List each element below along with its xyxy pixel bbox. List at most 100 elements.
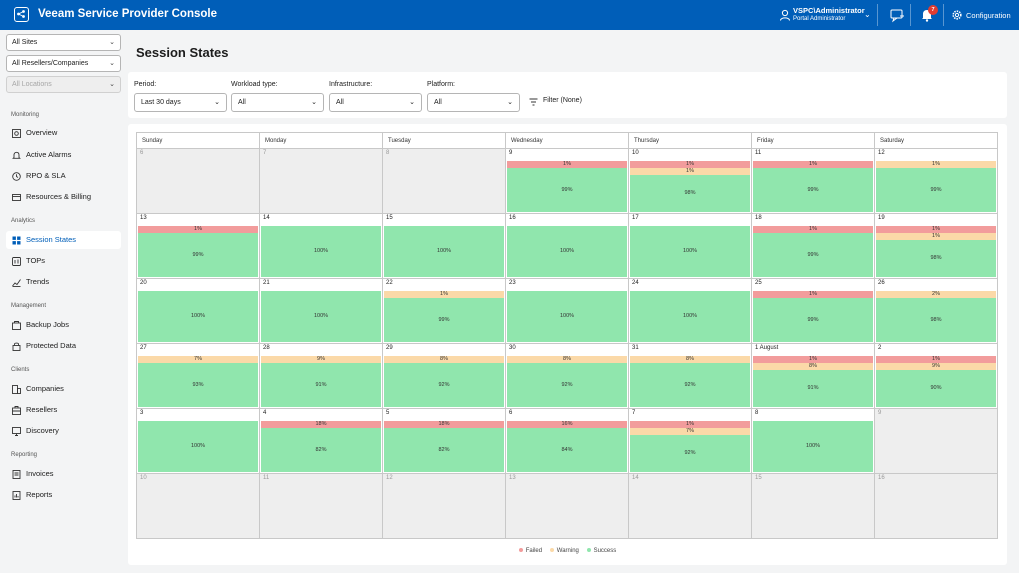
success-bar[interactable]: 99%: [753, 168, 873, 212]
success-bar[interactable]: 84%: [507, 428, 627, 472]
period-select[interactable]: Last 30 days ⌄: [134, 93, 227, 112]
calendar-day-cell[interactable]: 22 1% 99%: [383, 279, 506, 344]
warning-bar[interactable]: 9%: [261, 356, 381, 363]
messages-icon[interactable]: [889, 7, 905, 23]
sidebar-item-companies[interactable]: Companies: [6, 380, 121, 398]
sidebar-item-discovery[interactable]: Discovery: [6, 422, 121, 440]
success-bar[interactable]: 92%: [384, 363, 504, 407]
sidebar-item-invoices[interactable]: Invoices: [6, 465, 121, 483]
success-bar[interactable]: 100%: [261, 226, 381, 277]
filter-icon[interactable]: [529, 98, 538, 106]
sidebar-item-trends[interactable]: Trends: [6, 273, 121, 291]
calendar-day-cell[interactable]: 11 1% 99%: [752, 149, 875, 214]
success-bar[interactable]: 99%: [384, 298, 504, 342]
sidebar-item-tops[interactable]: TOPs: [6, 252, 121, 270]
calendar-day-cell[interactable]: 21 100%: [260, 279, 383, 344]
success-bar[interactable]: 99%: [753, 233, 873, 277]
calendar-day-cell[interactable]: 25 1% 99%: [752, 279, 875, 344]
success-bar[interactable]: 98%: [876, 240, 996, 277]
success-bar[interactable]: 100%: [507, 291, 627, 342]
calendar-day-cell[interactable]: 18 1% 99%: [752, 214, 875, 279]
calendar-day-cell[interactable]: 31 8% 92%: [629, 344, 752, 409]
success-bar[interactable]: 100%: [138, 421, 258, 472]
calendar-day-cell[interactable]: 28 9% 91%: [260, 344, 383, 409]
failed-bar[interactable]: 1%: [753, 291, 873, 298]
configuration-link[interactable]: Configuration: [966, 11, 1011, 20]
sidebar-item-session-states[interactable]: Session States: [6, 231, 121, 249]
success-bar[interactable]: 99%: [876, 168, 996, 212]
user-icon[interactable]: [779, 9, 791, 21]
warning-bar[interactable]: 9%: [876, 363, 996, 370]
warning-bar[interactable]: 7%: [630, 428, 750, 435]
calendar-day-cell[interactable]: 7 1% 7% 92%: [629, 409, 752, 474]
failed-bar[interactable]: 18%: [261, 421, 381, 428]
sidebar-item-resellers[interactable]: Resellers: [6, 401, 121, 419]
sidebar-item-reports[interactable]: Reports: [6, 486, 121, 504]
filter-button[interactable]: Filter (None): [543, 97, 582, 104]
calendar-day-cell[interactable]: 30 8% 92%: [506, 344, 629, 409]
failed-bar[interactable]: 1%: [630, 421, 750, 428]
calendar-day-cell[interactable]: 1 August 1% 8% 91%: [752, 344, 875, 409]
calendar-day-cell[interactable]: 13 1% 99%: [137, 214, 260, 279]
success-bar[interactable]: 93%: [138, 363, 258, 407]
failed-bar[interactable]: 1%: [753, 356, 873, 363]
sidebar-item-backup-jobs[interactable]: Backup Jobs: [6, 316, 121, 334]
sidebar-item-protected-data[interactable]: Protected Data: [6, 337, 121, 355]
success-bar[interactable]: 99%: [507, 168, 627, 212]
sidebar-item-active-alarms[interactable]: Active Alarms: [6, 146, 121, 164]
failed-bar[interactable]: 1%: [507, 161, 627, 168]
failed-bar[interactable]: 1%: [138, 226, 258, 233]
failed-bar[interactable]: 1%: [753, 161, 873, 168]
calendar-day-cell[interactable]: 20 100%: [137, 279, 260, 344]
success-bar[interactable]: 98%: [876, 298, 996, 342]
infrastructure-select[interactable]: All ⌄: [329, 93, 422, 112]
calendar-day-cell[interactable]: 9 1% 99%: [506, 149, 629, 214]
warning-bar[interactable]: 2%: [876, 291, 996, 298]
success-bar[interactable]: 91%: [753, 370, 873, 407]
failed-bar[interactable]: 1%: [876, 226, 996, 233]
warning-bar[interactable]: 1%: [876, 161, 996, 168]
calendar-day-cell[interactable]: 16 100%: [506, 214, 629, 279]
warning-bar[interactable]: 1%: [876, 233, 996, 240]
warning-bar[interactable]: 8%: [753, 363, 873, 370]
calendar-day-cell[interactable]: 10 1% 1% 98%: [629, 149, 752, 214]
calendar-day-cell[interactable]: 8 100%: [752, 409, 875, 474]
success-bar[interactable]: 100%: [138, 291, 258, 342]
sidebar-item-rpo-sla[interactable]: RPO & SLA: [6, 167, 121, 185]
platform-select[interactable]: All ⌄: [427, 93, 520, 112]
calendar-day-cell[interactable]: 15 100%: [383, 214, 506, 279]
calendar-day-cell[interactable]: 23 100%: [506, 279, 629, 344]
success-bar[interactable]: 100%: [384, 226, 504, 277]
success-bar[interactable]: 100%: [261, 291, 381, 342]
calendar-day-cell[interactable]: 3 100%: [137, 409, 260, 474]
sidebar-item-overview[interactable]: Overview: [6, 124, 121, 142]
warning-bar[interactable]: 1%: [630, 168, 750, 175]
calendar-day-cell[interactable]: 26 2% 98%: [875, 279, 998, 344]
failed-bar[interactable]: 1%: [630, 161, 750, 168]
success-bar[interactable]: 100%: [753, 421, 873, 472]
success-bar[interactable]: 91%: [261, 363, 381, 407]
success-bar[interactable]: 82%: [384, 428, 504, 472]
warning-bar[interactable]: 8%: [630, 356, 750, 363]
site-select[interactable]: All Sites ⌄: [6, 34, 121, 51]
success-bar[interactable]: 92%: [630, 363, 750, 407]
workload-select[interactable]: All ⌄: [231, 93, 324, 112]
calendar-day-cell[interactable]: 19 1% 1% 98%: [875, 214, 998, 279]
success-bar[interactable]: 92%: [507, 363, 627, 407]
calendar-day-cell[interactable]: 29 8% 92%: [383, 344, 506, 409]
calendar-day-cell[interactable]: 17 100%: [629, 214, 752, 279]
warning-bar[interactable]: 1%: [384, 291, 504, 298]
calendar-day-cell[interactable]: 4 18% 82%: [260, 409, 383, 474]
success-bar[interactable]: 98%: [630, 175, 750, 212]
sidebar-item-resources-billing[interactable]: Resources & Billing: [6, 188, 121, 206]
calendar-day-cell[interactable]: 5 18% 82%: [383, 409, 506, 474]
success-bar[interactable]: 99%: [753, 298, 873, 342]
reseller-select[interactable]: All Resellers/Companies ⌄: [6, 55, 121, 72]
success-bar[interactable]: 92%: [630, 435, 750, 472]
user-name[interactable]: VSPC\Administrator: [793, 6, 865, 15]
calendar-day-cell[interactable]: 12 1% 99%: [875, 149, 998, 214]
success-bar[interactable]: 82%: [261, 428, 381, 472]
success-bar[interactable]: 100%: [630, 226, 750, 277]
success-bar[interactable]: 100%: [507, 226, 627, 277]
failed-bar[interactable]: 1%: [876, 356, 996, 363]
